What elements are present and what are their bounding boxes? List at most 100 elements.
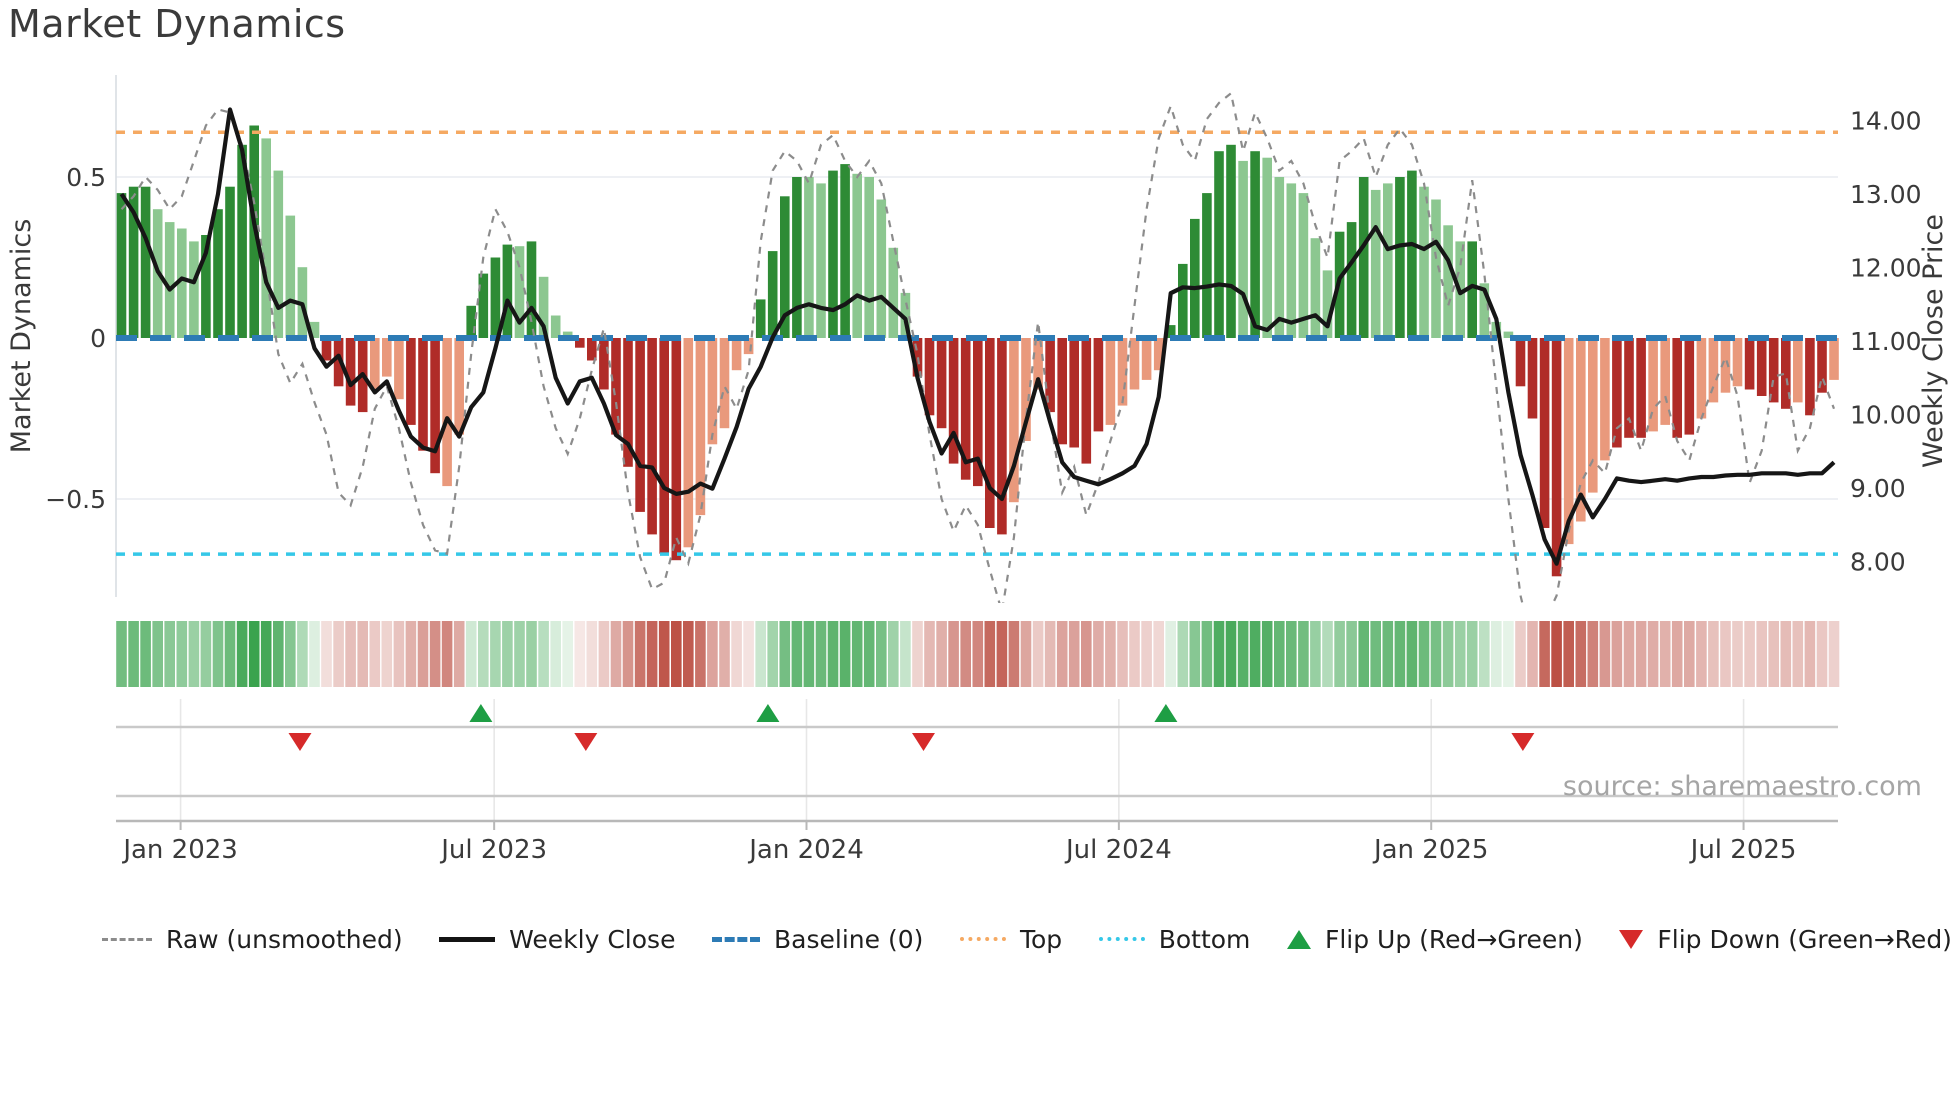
x-axis-tick-label: Jan 2024	[747, 835, 864, 865]
oscillator-bar	[189, 241, 199, 338]
oscillator-bar	[394, 338, 404, 400]
oscillator-bar	[1202, 193, 1212, 338]
oscillator-bar	[406, 338, 416, 425]
right-axis-tick: 13.00	[1850, 180, 1922, 209]
heatmap-cell	[912, 621, 923, 687]
heatmap-cell	[357, 621, 368, 687]
left-axis-label: Market Dynamics	[6, 219, 37, 454]
oscillator-bar	[1708, 338, 1719, 403]
heatmap-cell	[1527, 621, 1538, 687]
oscillator-bar	[201, 235, 211, 338]
heatmap-cell	[1358, 621, 1369, 687]
oscillator-bar	[1551, 338, 1562, 577]
x-axis-tick-label: Jul 2024	[1064, 835, 1172, 865]
heatmap-cell	[200, 621, 212, 687]
heatmap-cell	[827, 621, 839, 687]
cyan-dotted-line-icon	[1098, 937, 1145, 941]
heatmap-cell	[888, 621, 899, 687]
oscillator-bar	[1178, 263, 1188, 338]
oscillator-bar	[1310, 238, 1321, 338]
oscillator-bar	[671, 338, 682, 561]
heatmap-cell	[1237, 621, 1249, 687]
heatmap-cell	[321, 621, 332, 687]
oscillator-bar	[1563, 338, 1574, 545]
flip-down-marker	[911, 733, 935, 751]
heatmap-cell	[1177, 621, 1189, 687]
heatmap-cell	[176, 621, 188, 687]
heatmap-cell	[152, 621, 163, 687]
legend-label: Flip Up (Red→Green)	[1324, 924, 1583, 954]
flip-down-marker	[1511, 733, 1535, 751]
oscillator-bar	[948, 338, 959, 464]
heatmap-cell	[1093, 621, 1104, 687]
heatmap-cell	[224, 621, 236, 687]
oscillator-bar	[1117, 338, 1128, 406]
heatmap-cell	[1008, 621, 1020, 687]
heatmap-cell	[948, 621, 959, 687]
oscillator-bar	[1262, 157, 1272, 338]
heatmap-cell	[851, 621, 863, 687]
oscillator-bar	[924, 338, 935, 416]
oscillator-bar	[1768, 338, 1779, 403]
heatmap-cell	[1249, 621, 1261, 687]
heatmap-cell	[1430, 621, 1442, 687]
oscillator-bars	[116, 125, 1839, 577]
oscillator-bar	[370, 338, 380, 390]
heatmap-cell	[248, 621, 260, 687]
flip-up-marker	[1154, 704, 1178, 722]
heatmap-cell	[1466, 621, 1478, 687]
right-axis-tick: 9.00	[1850, 474, 1906, 503]
oscillator-bar	[1419, 186, 1429, 338]
oscillator-bar	[1069, 338, 1079, 448]
heatmap-cell	[381, 621, 393, 687]
oscillator-bar	[382, 338, 392, 377]
x-axis-tick-label: Jan 2025	[1372, 835, 1489, 865]
oscillator-bar	[1443, 225, 1453, 338]
heatmap-cell	[791, 621, 803, 687]
heatmap-cell	[743, 621, 754, 687]
heatmap-cell	[273, 621, 284, 687]
heatmap-cell	[839, 621, 851, 687]
oscillator-bar	[599, 338, 609, 390]
heatmap-cell	[260, 621, 272, 687]
heatmap-cell	[453, 621, 465, 687]
oscillator-bar	[1576, 338, 1586, 522]
oscillator-bar	[1756, 338, 1767, 396]
heatmap-cell	[924, 621, 935, 687]
heatmap-cell	[683, 621, 694, 687]
oscillator-bar	[1696, 338, 1707, 419]
oscillator-bar	[213, 209, 223, 338]
heatmap-cell	[1346, 621, 1357, 687]
oscillator-bar	[997, 338, 1007, 535]
oscillator-bar	[587, 338, 597, 361]
oscillator-bar	[936, 338, 947, 429]
oscillator-bar	[1057, 338, 1067, 445]
oscillator-bar	[1612, 338, 1622, 448]
oscillator-bar	[743, 338, 754, 355]
right-axis-tick: 8.00	[1850, 548, 1906, 577]
right-axis-tick: 10.00	[1850, 401, 1922, 430]
heatmap-cell	[236, 621, 248, 687]
heatmap-cell	[1068, 621, 1080, 687]
heatmap-cell	[598, 621, 610, 687]
oscillator-bar	[1153, 338, 1164, 371]
oscillator-bar	[1793, 338, 1803, 403]
heatmap-cell	[429, 621, 441, 687]
heatmap-cell	[478, 621, 489, 687]
heatmap-cell	[1792, 621, 1804, 687]
legend-item-top: Top	[959, 925, 1062, 954]
oscillator-bar	[1286, 183, 1297, 338]
heatmap-cell	[1551, 621, 1562, 687]
momentum-heatmap	[116, 621, 1840, 687]
raw-line	[120, 91, 1836, 603]
oscillator-bar	[1636, 338, 1646, 438]
legend-item-baseline: Baseline (0)	[712, 925, 923, 954]
oscillator-bar	[1600, 338, 1610, 461]
heatmap-cell	[393, 621, 405, 687]
oscillator-bar	[526, 241, 537, 338]
blue-dash-line-icon	[712, 936, 761, 942]
heatmap-cell	[1671, 621, 1683, 687]
solid-line-icon	[439, 936, 496, 942]
heatmap-cell	[405, 621, 417, 687]
oscillator-bar	[876, 199, 887, 338]
